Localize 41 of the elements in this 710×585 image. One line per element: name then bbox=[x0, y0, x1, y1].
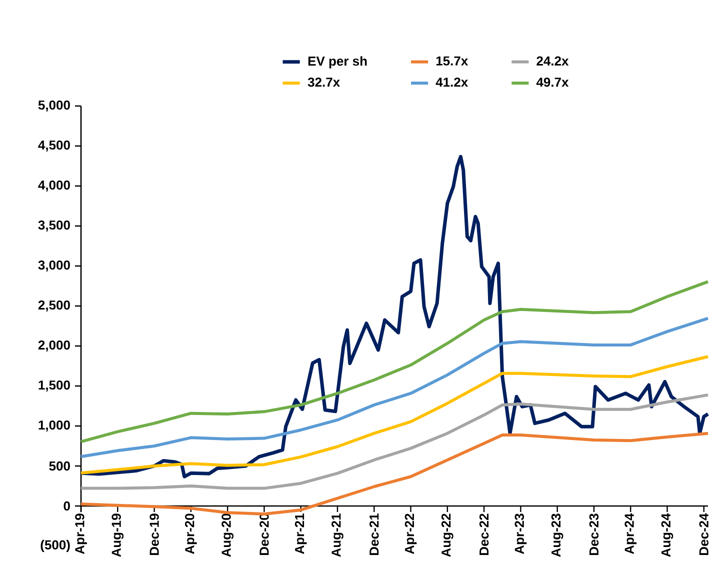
y-tick-label: 5,000 bbox=[38, 100, 70, 112]
line-series bbox=[80, 355, 710, 475]
x-tick-label: Apr-22 bbox=[404, 514, 417, 554]
x-tick-label: Aug-22 bbox=[441, 514, 454, 557]
y-tick-label: 1,000 bbox=[38, 420, 70, 432]
x-tick-label: Aug-19 bbox=[112, 514, 124, 557]
line-series bbox=[80, 393, 710, 490]
x-tick-label: Aug-24 bbox=[661, 513, 674, 557]
x-tick-label: Dec-22 bbox=[479, 514, 489, 555]
legend-label: 49.7x bbox=[536, 78, 569, 87]
x-tick-label: Dec-20 bbox=[260, 514, 269, 555]
y-tick-label: 2,500 bbox=[38, 300, 70, 312]
y-tick-label: 4,000 bbox=[38, 180, 70, 192]
y-tick-label: 2,000 bbox=[38, 340, 70, 352]
x-tick-label: Apr-23 bbox=[514, 514, 527, 554]
y-tick-label: 3,000 bbox=[38, 260, 70, 272]
y-tick-label: 3,500 bbox=[38, 220, 70, 232]
y-tick-label: (500) bbox=[40, 540, 70, 552]
legend-label: 24.2x bbox=[536, 56, 569, 66]
x-tick-label: Apr-21 bbox=[294, 514, 307, 554]
x-tick-label: Aug-21 bbox=[332, 514, 344, 557]
legend-label: 32.7x bbox=[308, 78, 340, 87]
y-tick-label: 500 bbox=[49, 461, 70, 471]
legend-label: 41.2x bbox=[436, 78, 468, 87]
x-tick-label: Apr-20 bbox=[185, 514, 197, 554]
x-tick-label: Dec-24 bbox=[699, 513, 708, 555]
y-tick-label: 1,500 bbox=[38, 380, 70, 392]
y-tick-label: 4,500 bbox=[38, 140, 70, 152]
line-series bbox=[80, 280, 710, 444]
line-series bbox=[80, 316, 710, 458]
legend-label: 15.7x bbox=[436, 56, 468, 66]
x-tick-label: Apr-19 bbox=[75, 514, 87, 554]
x-tick-label: Dec-19 bbox=[150, 514, 159, 555]
x-tick-label: Aug-23 bbox=[551, 514, 564, 557]
x-tick-label: Aug-20 bbox=[222, 514, 234, 557]
y-tick-label: 0 bbox=[64, 501, 70, 511]
x-tick-label: Apr-24 bbox=[624, 513, 636, 554]
line-series bbox=[79, 154, 710, 478]
legend-label: EV per sh bbox=[308, 56, 367, 68]
x-tick-label: Dec-23 bbox=[589, 514, 599, 555]
x-tick-label: Dec-21 bbox=[370, 514, 379, 555]
